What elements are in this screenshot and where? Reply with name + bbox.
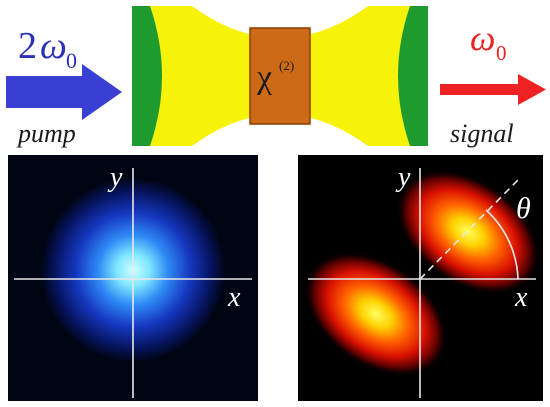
pump-y-label: y (107, 162, 123, 193)
signal-label: signal (450, 119, 514, 148)
signal-frequency-sub: 0 (496, 41, 507, 65)
pump-frequency-sub: 0 (66, 48, 77, 73)
crystal-order: (2) (279, 58, 294, 73)
optical-cavity: χ (2) (132, 6, 428, 146)
signal-beam-profile: y x θ (298, 155, 543, 401)
signal-frequency-label: ω 0 (470, 18, 507, 65)
theta-arc (485, 209, 519, 280)
signal-arrow (440, 74, 546, 105)
signal-x-label: x (514, 282, 528, 313)
crystal-symbol: χ (256, 59, 272, 96)
pump-x-label: x (227, 282, 241, 313)
pump-arrow (6, 64, 122, 120)
nonlinear-crystal (249, 27, 311, 125)
signal-lower-lobe (303, 251, 449, 377)
pump-frequency-symbol: ω (40, 25, 67, 67)
signal-upper-lobe (395, 169, 541, 295)
theta-label: θ (516, 192, 531, 225)
signal-frequency-symbol: ω (470, 18, 495, 58)
pump-frequency-label: 2 ω 0 (18, 25, 77, 73)
pump-beam-profile: y x (8, 155, 258, 401)
signal-y-label: y (395, 162, 411, 193)
pump-frequency-coef: 2 (18, 25, 37, 67)
pump-label: pump (16, 119, 76, 148)
